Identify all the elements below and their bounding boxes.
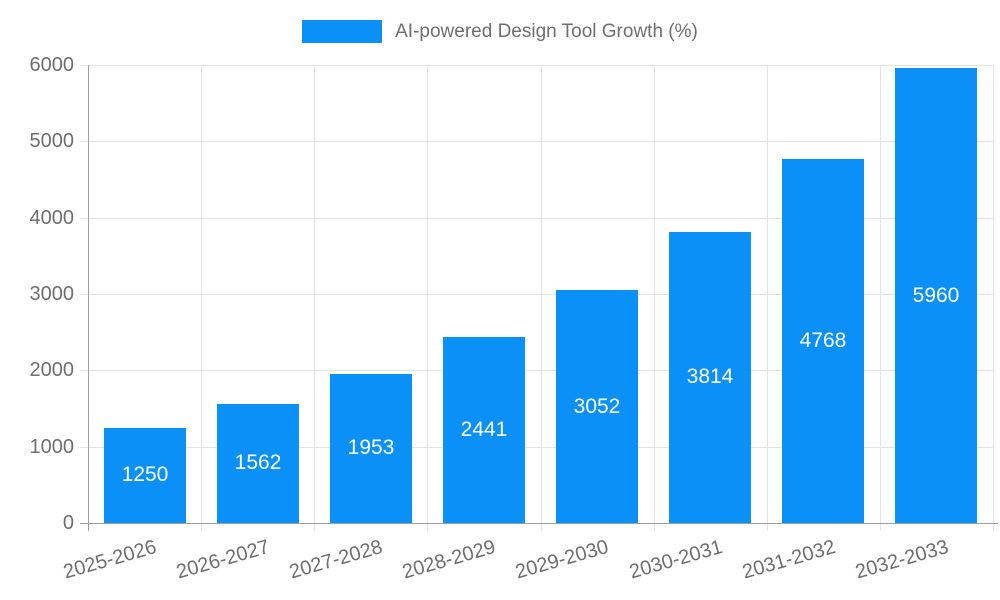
- y-tick-label: 1000: [29, 435, 75, 458]
- gridline-vertical: [427, 65, 428, 531]
- gridline-vertical: [654, 65, 655, 531]
- gridline-vertical: [993, 65, 994, 531]
- x-tick-label: 2031-2032: [739, 535, 838, 584]
- bar[interactable]: 4768: [782, 159, 864, 523]
- gridline-vertical: [314, 65, 315, 531]
- bar[interactable]: 5960: [895, 68, 977, 523]
- y-tick-label: 6000: [29, 54, 75, 76]
- bar-value-label: 1250: [121, 463, 169, 487]
- x-tick-label: 2030-2031: [626, 535, 725, 584]
- x-tick-label: 2026-2027: [174, 535, 273, 584]
- y-axis-tick: [80, 294, 88, 295]
- y-axis-line: [88, 65, 89, 531]
- y-tick-label: 4000: [29, 206, 75, 229]
- bar-value-label: 4768: [799, 329, 847, 352]
- y-tick-label: 0: [62, 512, 74, 534]
- gridline-horizontal: [88, 217, 993, 219]
- gridline-vertical: [201, 65, 202, 531]
- legend-item[interactable]: AI-powered Design Tool Growth (%): [302, 20, 698, 43]
- gridline-horizontal: [88, 370, 993, 372]
- gridline-horizontal: [88, 446, 993, 448]
- legend: AI-powered Design Tool Growth (%): [0, 20, 1000, 43]
- gridline-vertical: [541, 65, 542, 531]
- y-tick-label: 2000: [29, 359, 75, 382]
- gridline-horizontal: [88, 65, 993, 66]
- y-axis-tick: [80, 65, 88, 66]
- bar-value-label: 3052: [573, 394, 621, 418]
- bar-value-label: 2441: [460, 417, 508, 441]
- x-tick-label: 2032-2033: [852, 535, 951, 584]
- bar[interactable]: 3814: [669, 231, 751, 523]
- gridline-vertical: [880, 65, 881, 531]
- y-axis-tick: [80, 370, 88, 372]
- gridline-vertical: [767, 65, 768, 531]
- bar[interactable]: 1562: [217, 403, 299, 523]
- y-axis-tick: [80, 217, 88, 219]
- gridline-horizontal: [88, 141, 993, 143]
- bar-value-label: 5960: [912, 283, 960, 307]
- y-tick-label: 5000: [29, 130, 75, 153]
- x-tick-label: 2029-2030: [513, 535, 612, 584]
- x-axis-line: [80, 523, 998, 524]
- bar-value-label: 1953: [347, 436, 395, 460]
- x-tick-label: 2028-2029: [400, 535, 499, 584]
- legend-swatch: [302, 20, 383, 43]
- bar[interactable]: 3052: [556, 290, 638, 523]
- y-axis-tick: [80, 446, 88, 448]
- y-axis-tick: [80, 141, 88, 143]
- bar-value-label: 3814: [686, 365, 734, 389]
- bar-value-label: 1562: [234, 451, 282, 475]
- x-tick-label: 2027-2028: [287, 535, 386, 584]
- x-tick-label: 2025-2026: [60, 535, 159, 584]
- bar[interactable]: 2441: [443, 336, 525, 523]
- legend-label: AI-powered Design Tool Growth (%): [395, 20, 698, 42]
- bar[interactable]: 1250: [104, 427, 186, 523]
- plot-area: 0 1000 2000 3000 4000 5000 6000 1250 1562 1953 244…: [30, 55, 998, 583]
- y-tick-label: 3000: [29, 283, 75, 305]
- bar[interactable]: 1953: [330, 373, 412, 523]
- gridline-horizontal: [88, 294, 993, 295]
